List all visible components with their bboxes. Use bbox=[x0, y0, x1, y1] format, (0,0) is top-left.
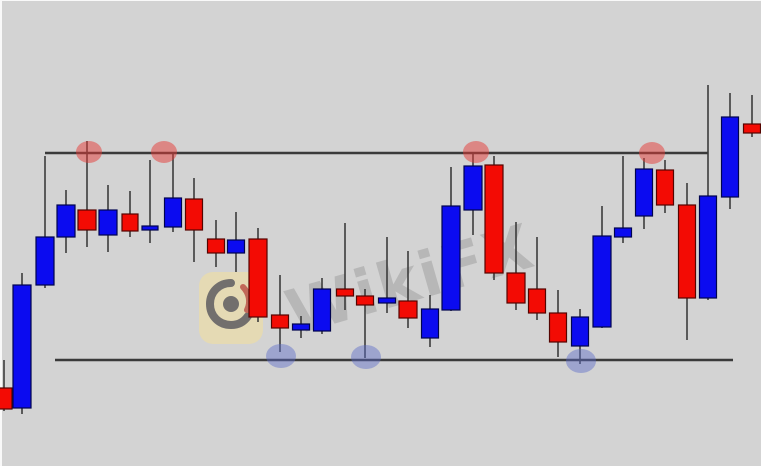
candle-bear bbox=[548, 290, 568, 357]
candle-body bbox=[548, 312, 568, 343]
candle-bull bbox=[12, 273, 32, 414]
candle-bull bbox=[592, 206, 612, 328]
candle-body bbox=[634, 168, 654, 217]
candle-body bbox=[720, 116, 740, 198]
candle-bull bbox=[613, 156, 633, 243]
resistance-touch-marker bbox=[639, 142, 665, 164]
candle-body bbox=[248, 238, 268, 318]
candle-bear bbox=[398, 251, 418, 328]
candle-bear bbox=[355, 289, 375, 358]
candle-body bbox=[527, 288, 547, 314]
candle-body bbox=[463, 165, 483, 211]
candle-bull bbox=[463, 153, 483, 235]
candle-body bbox=[312, 288, 332, 332]
candle-bear bbox=[677, 183, 697, 340]
candle-bear bbox=[206, 220, 226, 267]
support-touch-marker bbox=[351, 345, 381, 369]
candle-body bbox=[506, 272, 526, 304]
candle-bull bbox=[56, 190, 76, 253]
candle-bear bbox=[742, 95, 761, 137]
candle-body bbox=[613, 227, 633, 238]
candle-body bbox=[484, 164, 504, 274]
candle-bear bbox=[335, 223, 355, 310]
candle-bull bbox=[163, 152, 183, 232]
candle-body bbox=[377, 297, 397, 304]
candle-body bbox=[270, 314, 290, 329]
candle-body bbox=[742, 123, 761, 134]
candle-bull bbox=[312, 278, 332, 334]
logo-eagle-eye bbox=[223, 296, 239, 312]
candle-body bbox=[77, 209, 97, 231]
candle-body bbox=[420, 308, 440, 339]
candle-bull bbox=[98, 185, 118, 252]
candle-bull bbox=[420, 295, 440, 347]
candle-bull bbox=[634, 158, 654, 229]
candle-bear bbox=[121, 191, 139, 237]
candle-bull bbox=[226, 212, 246, 272]
candle-body bbox=[592, 235, 612, 328]
logo-eagle-swirl bbox=[205, 279, 252, 330]
candle-bull bbox=[141, 160, 159, 243]
resistance-touch-marker bbox=[463, 141, 489, 163]
support-touch-marker bbox=[266, 344, 296, 368]
candle-bear bbox=[184, 178, 204, 262]
candle-body bbox=[570, 316, 590, 347]
candle-bull bbox=[698, 85, 718, 300]
support-touch-marker bbox=[566, 349, 596, 373]
candle-body bbox=[12, 284, 32, 409]
candle-body bbox=[98, 209, 118, 236]
candle-bull bbox=[35, 156, 55, 288]
candle-bear bbox=[248, 228, 268, 322]
wikifx-eagle-logo-icon bbox=[198, 271, 264, 349]
candle-bull bbox=[441, 167, 461, 311]
candle-bear bbox=[527, 237, 547, 320]
candle-body bbox=[335, 288, 355, 297]
candle-bull bbox=[377, 237, 397, 313]
candle-body bbox=[698, 195, 718, 299]
candle-bear bbox=[655, 160, 675, 213]
candle-body bbox=[121, 213, 139, 232]
candle-body bbox=[441, 205, 461, 311]
candle-body bbox=[35, 236, 55, 286]
candle-bull bbox=[570, 309, 590, 364]
candle-body bbox=[141, 225, 159, 231]
candle-bear bbox=[506, 222, 526, 310]
candle-body bbox=[355, 295, 375, 306]
candle-bear bbox=[484, 156, 504, 280]
candle-body bbox=[677, 204, 697, 299]
candle-bear bbox=[270, 275, 290, 352]
candle-body bbox=[398, 300, 418, 319]
candle-body bbox=[655, 169, 675, 206]
candle-body bbox=[206, 238, 226, 254]
candle-body bbox=[163, 197, 183, 228]
candle-body bbox=[184, 198, 204, 231]
candle-bull bbox=[720, 93, 740, 209]
candle-body bbox=[56, 204, 76, 238]
resistance-touch-marker bbox=[76, 141, 102, 163]
candle-bull bbox=[291, 316, 311, 338]
candle-body bbox=[226, 239, 246, 254]
candle-bear bbox=[0, 360, 13, 411]
resistance-touch-marker bbox=[151, 141, 177, 163]
candle-body bbox=[291, 323, 311, 331]
candle-body bbox=[0, 387, 13, 410]
